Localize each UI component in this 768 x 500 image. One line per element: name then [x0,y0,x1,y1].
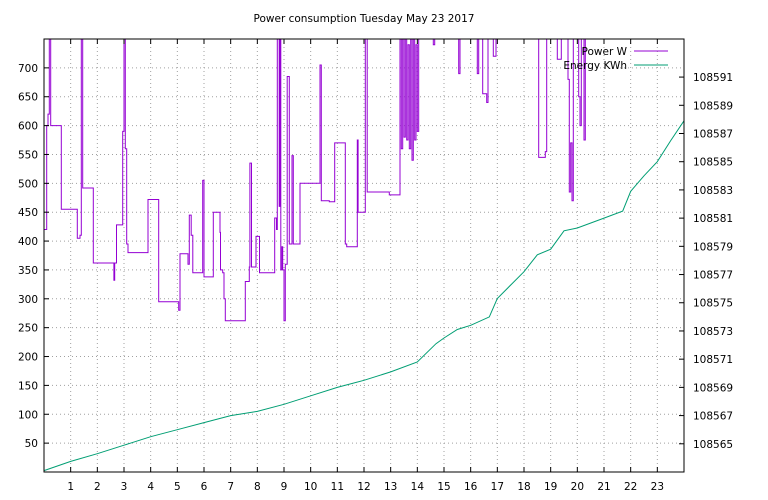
x-tick-label: 15 [437,481,450,493]
y-tick-label: 600 [18,121,38,133]
x-tick-label: 10 [304,481,317,493]
y-tick-label: 50 [25,438,38,450]
y2-tick-label: 108583 [693,185,733,197]
y2-tick-label: 108581 [693,213,733,225]
x-tick-label: 7 [227,481,234,493]
x-tick-label: 18 [517,481,530,493]
series-line-power-w [44,38,586,322]
plot-area [43,38,685,472]
x-tick-label: 3 [121,481,128,493]
y2-tick-label: 108585 [693,157,733,169]
y-tick-label: 350 [18,265,38,277]
y-tick-label: 700 [18,63,38,75]
plot-frame [43,38,685,473]
x-tick-label: 17 [491,481,504,493]
y2-tick-label: 108567 [693,411,733,423]
y2-tick-label: 108569 [693,382,733,394]
x-tick-label: 11 [331,481,344,493]
y-tick-label: 450 [18,207,38,219]
x-tick-label: 5 [174,481,181,493]
y-tick-label: 250 [18,323,38,335]
y-tick-label: 500 [18,178,38,190]
x-tick-label: 9 [281,481,288,493]
chart-title: Power consumption Tuesday May 23 2017 [254,13,475,25]
x-tick-label: 14 [411,481,425,493]
x-tick-label: 6 [201,481,208,493]
y2-tick-label: 108565 [693,439,733,451]
grid [44,39,684,472]
y-tick-label: 300 [18,294,38,306]
legend-label: Energy KWh [563,60,627,72]
y2-tick-label: 108587 [693,128,733,140]
axes: 1 2 3 4 5 6 7 8 9 10 11 12 13 14 15 16 17 18 19 20 21 22 23501… [18,38,733,493]
y-tick-label: 150 [18,380,38,392]
y2-tick-label: 108579 [693,241,733,253]
y2-tick-label: 108577 [693,270,733,282]
y-tick-label: 200 [18,352,38,364]
x-tick-label: 13 [384,481,397,493]
x-tick-label: 23 [651,481,664,493]
y2-tick-label: 108575 [693,298,733,310]
y-tick-label: 400 [18,236,38,248]
x-tick-label: 8 [254,481,261,493]
y-tick-label: 550 [18,149,38,161]
series-line-energy-kwh [43,120,685,472]
x-tick-label: 1 [67,481,74,493]
x-tick-label: 12 [357,481,370,493]
y2-tick-label: 108573 [693,326,733,338]
x-tick-label: 2 [94,481,101,493]
legend: Power W Energy KWh [563,46,668,72]
x-tick-label: 22 [624,481,637,493]
legend-label: Power W [582,46,628,58]
y-tick-label: 100 [18,409,38,421]
y2-tick-label: 108591 [693,72,733,84]
y-tick-label: 650 [18,92,38,104]
y2-tick-label: 108589 [693,100,733,112]
y2-tick-label: 108571 [693,354,733,366]
x-tick-label: 20 [571,481,584,493]
x-tick-label: 21 [597,481,610,493]
x-tick-label: 4 [147,481,154,493]
x-tick-label: 16 [464,481,478,493]
x-tick-label: 19 [544,481,557,493]
